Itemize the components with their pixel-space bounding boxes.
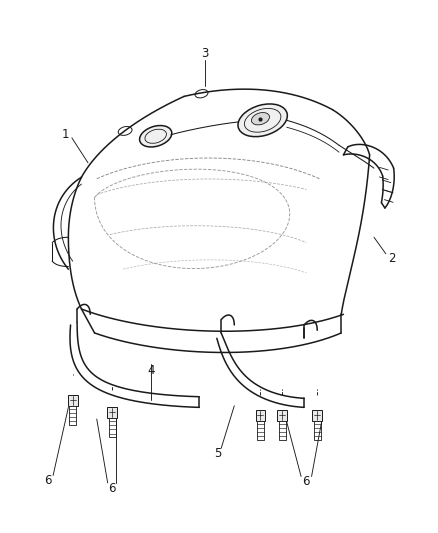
- Text: 6: 6: [108, 482, 116, 495]
- FancyBboxPatch shape: [314, 421, 321, 440]
- Ellipse shape: [140, 126, 172, 147]
- FancyBboxPatch shape: [68, 394, 78, 406]
- FancyBboxPatch shape: [255, 409, 265, 421]
- Text: 5: 5: [215, 447, 222, 460]
- Text: 3: 3: [201, 47, 209, 60]
- Ellipse shape: [251, 112, 269, 125]
- Text: 6: 6: [303, 475, 310, 488]
- FancyBboxPatch shape: [109, 418, 116, 437]
- FancyBboxPatch shape: [279, 421, 286, 440]
- Text: 6: 6: [44, 474, 52, 487]
- Text: 2: 2: [388, 252, 395, 265]
- Ellipse shape: [238, 104, 287, 136]
- Text: 1: 1: [62, 128, 69, 141]
- FancyBboxPatch shape: [257, 421, 264, 440]
- FancyBboxPatch shape: [277, 409, 287, 421]
- FancyBboxPatch shape: [69, 406, 76, 425]
- Text: 4: 4: [148, 364, 155, 377]
- FancyBboxPatch shape: [312, 409, 322, 421]
- FancyBboxPatch shape: [107, 407, 117, 418]
